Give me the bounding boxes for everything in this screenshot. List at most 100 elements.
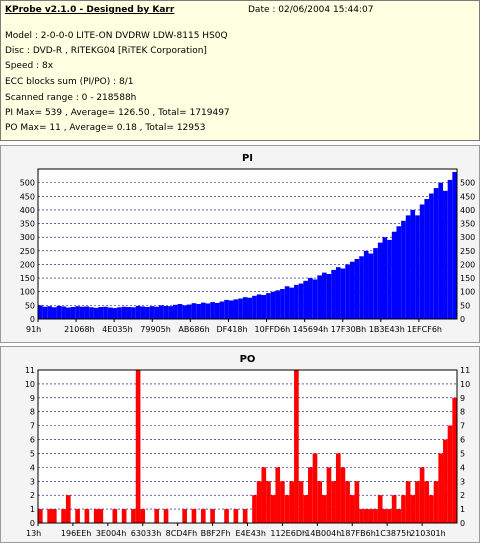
data-bar bbox=[38, 305, 43, 319]
data-bar bbox=[89, 307, 94, 319]
y-tick-label-left: 0 bbox=[30, 519, 35, 528]
y-tick-label-left: 4 bbox=[30, 463, 35, 472]
data-bar bbox=[340, 467, 346, 523]
data-bar bbox=[70, 307, 76, 319]
data-bar bbox=[233, 299, 239, 319]
data-bar bbox=[447, 425, 453, 523]
data-bar bbox=[126, 307, 132, 319]
data-bar bbox=[447, 179, 453, 319]
data-bar bbox=[93, 509, 99, 523]
data-bar bbox=[103, 306, 108, 319]
y-tick-label-right: 100 bbox=[460, 288, 475, 297]
data-bar bbox=[42, 306, 48, 319]
data-bar bbox=[131, 307, 136, 319]
data-bar bbox=[429, 193, 434, 319]
data-bar bbox=[354, 481, 360, 523]
data-bar bbox=[284, 495, 290, 523]
y-tick-label-left: 400 bbox=[20, 206, 35, 215]
data-bar bbox=[303, 280, 309, 319]
data-bar bbox=[321, 495, 327, 523]
disc-line: Disc : DVD-R , RITEKG04 [RiTEK Corporati… bbox=[5, 46, 207, 56]
y-tick-label-left: 10 bbox=[25, 380, 35, 389]
data-bar bbox=[289, 481, 295, 523]
x-tick-label: 1B3E43h bbox=[369, 325, 405, 334]
data-bar bbox=[38, 509, 43, 523]
x-tick-label: 63033h bbox=[131, 529, 162, 538]
data-bar bbox=[280, 481, 285, 523]
data-bar bbox=[56, 305, 62, 319]
data-bar bbox=[65, 495, 71, 523]
data-bar bbox=[154, 509, 160, 523]
data-bar bbox=[284, 286, 290, 319]
data-bar bbox=[433, 481, 439, 523]
y-tick-label-right: 50 bbox=[460, 301, 470, 310]
data-bar bbox=[196, 304, 201, 319]
data-bar bbox=[270, 495, 276, 523]
po-stats-line: PO Max= 11 , Average= 0.18 , Total= 1295… bbox=[5, 123, 206, 133]
y-tick-label-right: 10 bbox=[460, 380, 470, 389]
y-tick-label-left: 8 bbox=[30, 408, 35, 417]
y-tick-label-left: 350 bbox=[20, 220, 35, 229]
y-tick-label-right: 400 bbox=[460, 206, 475, 215]
model-line: Model : 2-0-0-0 LITE-ON DVDRW LDW-8115 H… bbox=[5, 31, 228, 41]
data-bar bbox=[219, 301, 225, 319]
y-tick-label-right: 150 bbox=[460, 274, 475, 283]
data-bar bbox=[210, 509, 215, 523]
x-tick-label: 14B004h bbox=[305, 529, 341, 538]
x-tick-label: 112E6Dh bbox=[270, 529, 307, 538]
data-bar bbox=[443, 439, 448, 523]
x-tick-label: 13h bbox=[26, 529, 41, 538]
y-tick-label-left: 250 bbox=[20, 247, 35, 256]
data-bar bbox=[401, 220, 406, 319]
y-tick-label-right: 0 bbox=[460, 519, 465, 528]
x-tick-label: 196EEh bbox=[61, 529, 91, 538]
y-tick-label-left: 150 bbox=[20, 274, 35, 283]
y-tick-label-right: 450 bbox=[460, 192, 475, 201]
data-bar bbox=[443, 190, 448, 319]
plot-area bbox=[37, 369, 458, 524]
po-chart-panel: PO 0 0 1 1 2 2 3 3 4 4 5 5 6 6 7 7 8 8 9 9 10 10 11 11 13h 196EEh 3… bbox=[0, 346, 480, 543]
data-bar bbox=[84, 509, 90, 523]
y-tick-label-left: 5 bbox=[30, 449, 35, 458]
data-bar bbox=[135, 305, 141, 319]
data-bar bbox=[98, 307, 104, 319]
x-tick-label: DF418h bbox=[216, 325, 247, 334]
x-tick-label: 4E035h bbox=[102, 325, 132, 334]
data-bar bbox=[159, 305, 164, 319]
y-tick-label-left: 500 bbox=[20, 179, 35, 188]
data-bar bbox=[308, 278, 313, 319]
data-bar bbox=[433, 188, 439, 319]
data-bar bbox=[373, 248, 378, 319]
y-tick-label-left: 9 bbox=[30, 394, 35, 403]
y-tick-label-left: 7 bbox=[30, 422, 35, 431]
data-bar bbox=[107, 307, 113, 319]
range-line: Scanned range : 0 - 218588h bbox=[5, 93, 137, 103]
data-bar bbox=[331, 481, 336, 523]
data-bar bbox=[349, 495, 355, 523]
data-bar bbox=[84, 306, 90, 319]
data-bar bbox=[410, 209, 416, 319]
data-bar bbox=[387, 509, 392, 523]
y-tick-label-right: 4 bbox=[460, 463, 465, 472]
y-tick-label-left: 200 bbox=[20, 260, 35, 269]
data-bar bbox=[121, 306, 127, 319]
x-tick-label: 21068h bbox=[64, 325, 95, 334]
chart-title: PI bbox=[242, 153, 253, 164]
data-bar bbox=[452, 172, 457, 319]
x-tick-label: 3E004h bbox=[96, 529, 126, 538]
data-bar bbox=[191, 509, 197, 523]
x-tick-label: 210301h bbox=[410, 529, 446, 538]
data-bar bbox=[224, 509, 229, 523]
data-bar bbox=[340, 268, 346, 319]
data-bar bbox=[186, 304, 192, 319]
scan-date: Date : 02/06/2004 15:44:07 bbox=[248, 5, 374, 15]
x-tick-label: AB686h bbox=[178, 325, 209, 334]
x-tick-label: 1EFCF6h bbox=[407, 325, 442, 334]
x-tick-label: B8F2Fh bbox=[201, 529, 231, 538]
data-bar bbox=[252, 495, 257, 523]
data-bar bbox=[210, 302, 215, 319]
data-bar bbox=[377, 242, 383, 319]
y-tick-label-right: 7 bbox=[460, 422, 465, 431]
x-tick-label: 1C3875h bbox=[375, 529, 411, 538]
